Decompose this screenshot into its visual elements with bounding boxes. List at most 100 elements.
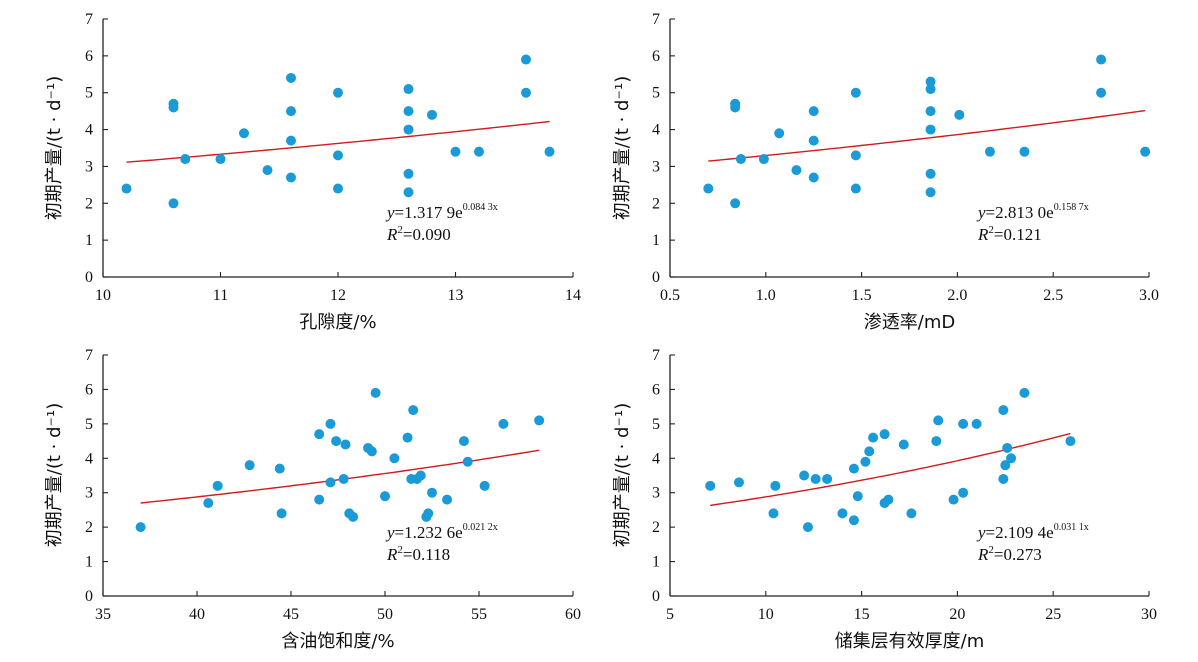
x-tick-label: 0.5 [660,287,680,304]
data-point [850,87,861,98]
data-point [1019,387,1030,398]
data-point [850,183,861,194]
y-tick-label: 3 [85,485,93,502]
data-point [925,124,936,135]
data-point [758,154,769,165]
data-point [948,494,959,505]
data-point [808,135,819,146]
data-point [534,415,545,426]
data-point [168,98,179,109]
r-squared-label: R2=0.121 [977,224,1042,244]
data-point [770,480,781,491]
data-point [325,477,336,488]
data-point [1019,146,1030,157]
x-tick-label: 15 [854,606,870,623]
y-tick-label: 4 [652,122,660,139]
data-point [931,436,942,447]
x-tick-label: 45 [283,606,299,623]
x-tick-label: 1.0 [756,287,776,304]
data-point [215,154,226,165]
x-tick-label: 12 [330,287,346,304]
data-point [822,473,833,484]
data-point [366,446,377,457]
data-point [868,432,879,443]
y-tick-label: 6 [652,48,660,65]
trend-line [710,432,1071,507]
data-point [403,187,414,198]
x-tick-label: 40 [189,606,205,623]
y-tick-label: 3 [85,158,93,175]
scatter-panel-2: 0.5 1.0 1.5 2.0 2.5 3.0 0 1 2 3 4 5 6 7 渗透率/mD 初期产量/(t … [612,11,1159,333]
data-point [498,418,509,429]
data-point [180,154,191,165]
x-tick-label: 55 [471,606,487,623]
x-tick-label: 10 [95,287,111,304]
y-axis-title: 初期产量/(t · d⁻¹) [44,403,65,547]
data-point [933,415,944,426]
data-point [314,429,325,440]
y-tick-label: 5 [652,85,660,102]
data-point [735,154,746,165]
y-tick-label: 4 [85,122,93,139]
data-point [340,439,351,450]
data-point [971,418,982,429]
data-point [848,515,859,526]
data-point [733,477,744,488]
y-tick-label: 4 [652,450,660,467]
data-point [403,84,414,95]
data-point [1002,442,1013,453]
data-point [791,165,802,176]
x-tick-label: 13 [448,287,464,304]
y-tick-label: 7 [652,347,660,364]
data-point [168,198,179,209]
data-point [730,198,741,209]
y-tick-label: 1 [652,554,660,571]
trend-line [708,109,1146,162]
x-tick-label: 50 [377,606,393,623]
y-tick-label: 6 [85,381,93,398]
x-tick-label: 25 [1045,606,1061,623]
y-tick-label: 0 [85,588,93,605]
data-point [954,109,965,120]
fit-equation: y=2.109 4e0.031 1x [976,522,1089,542]
data-point [402,432,413,443]
data-point [286,172,296,183]
data-point [135,522,146,533]
y-tick-label: 1 [85,232,93,249]
data-point [768,508,779,519]
x-tick-label: 35 [95,606,111,623]
x-tick-label: 2.5 [1043,287,1063,304]
x-tick-label: 10 [758,606,774,623]
data-point [848,463,859,474]
fit-equation: y=1.232 6e0.021 2x [385,522,498,542]
data-point [703,183,714,194]
fit-equation: y=2.813 0e0.158 7x [976,202,1089,222]
r-squared-label: R2=0.273 [977,544,1042,564]
data-point [403,106,414,117]
data-point [860,456,871,467]
data-point [984,146,995,157]
data-point [286,72,296,83]
data-point [925,187,936,198]
x-axis-title: 孔隙度/% [299,312,376,333]
fit-equation: y=1.317 9e0.084 3x [385,202,498,222]
y-tick-label: 2 [652,195,660,212]
y-tick-label: 1 [652,232,660,249]
data-point [1140,146,1151,157]
y-tick-label: 3 [652,485,660,502]
data-point [998,473,1009,484]
data-point [262,165,273,176]
data-point [286,106,296,117]
y-tick-label: 4 [85,450,93,467]
data-point [730,98,741,109]
data-point [325,418,336,429]
data-point [925,76,936,87]
y-tick-label: 7 [652,11,660,28]
data-point [521,87,531,98]
data-point [925,106,936,117]
y-tick-label: 0 [652,588,660,605]
x-tick-label: 11 [213,287,228,304]
data-point [799,470,810,481]
data-point [958,487,969,498]
